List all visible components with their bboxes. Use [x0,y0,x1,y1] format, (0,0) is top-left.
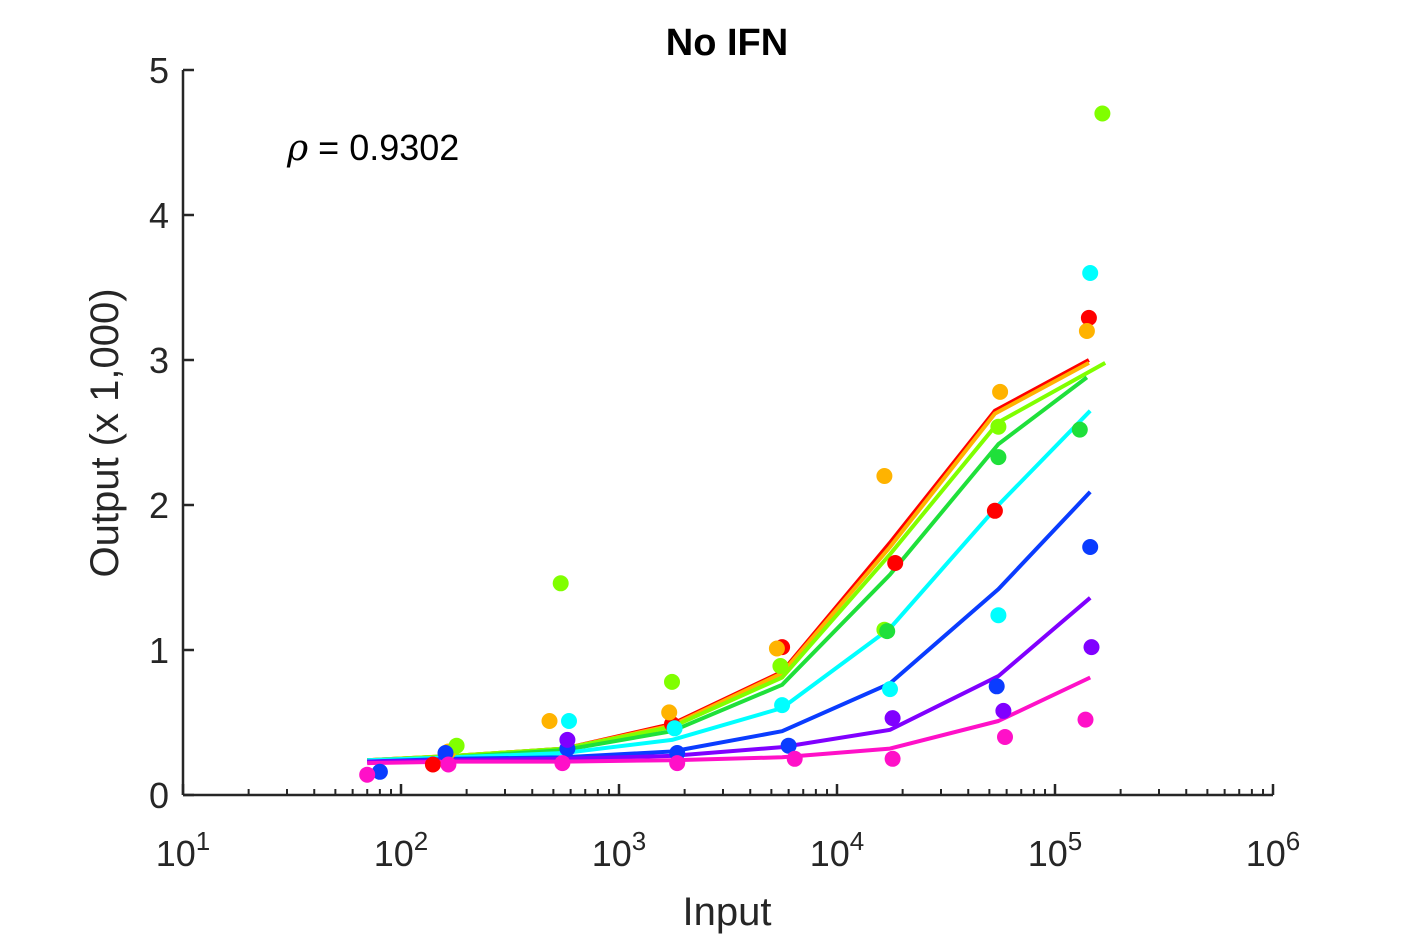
data-point-series-7 [559,731,576,748]
data-point-series-4 [1071,421,1088,438]
fit-line-series-7 [367,596,1092,764]
data-point-series-8 [786,750,803,767]
y-tick-label: 5 [149,50,169,91]
data-point-series-5 [882,681,898,698]
x-tick-label: 106 [1246,826,1301,874]
correlation-value: = 0.9302 [308,127,459,168]
data-point-series-6 [371,763,388,780]
data-point-series-2 [768,640,785,657]
data-point-series-2 [992,383,1009,400]
data-point-series-8 [669,755,686,772]
rho-symbol: ρ [286,128,308,169]
data-point-series-6 [1082,539,1099,555]
y-tick-label: 2 [149,485,169,526]
data-point-series-1 [1080,309,1097,326]
data-point-series-8 [884,750,901,767]
data-point-series-2 [1078,323,1095,339]
y-tick-label: 1 [149,630,169,671]
data-point-series-4 [990,449,1007,466]
data-point-series-2 [661,704,678,721]
y-tick-label: 0 [149,775,169,816]
y-tick-label: 4 [149,195,169,236]
data-point-series-4 [879,623,896,640]
x-tick-label: 101 [156,826,211,874]
data-point-series-3 [1094,105,1111,122]
data-point-series-1 [887,555,904,571]
x-axis-label: Input [683,890,772,934]
fit-line-series-8 [367,675,1092,766]
data-point-series-6 [988,678,1005,695]
data-point-series-5 [666,720,683,737]
data-point-series-7 [884,710,901,727]
data-point-series-8 [440,756,457,773]
data-point-series-5 [1082,265,1099,281]
chart-title: No IFN [666,22,788,64]
data-point-series-3 [664,673,680,690]
data-point-series-8 [554,755,571,772]
data-point-series-8 [359,766,376,783]
fit-line-series-6 [367,490,1092,764]
data-point-series-1 [986,502,1003,519]
data-point-series-2 [541,713,558,729]
data-point-series-8 [1077,711,1094,728]
data-point-series-8 [997,729,1013,745]
data-point-series-5 [990,607,1007,624]
x-tick-label: 102 [374,826,429,874]
data-point-series-3 [990,418,1007,435]
data-point-series-2 [876,468,893,484]
data-point-series-5 [774,697,791,714]
y-axis-label: Output (x 1,000) [83,288,127,577]
data-point-series-1 [424,756,441,773]
y-tick-label: 3 [149,340,169,381]
x-tick-label: 105 [1028,826,1083,874]
data-point-series-7 [1083,639,1100,656]
data-point-series-3 [772,658,789,674]
data-point-series-7 [995,702,1012,719]
data-point-series-3 [552,575,569,592]
x-tick-label: 103 [592,826,647,874]
correlation-annotation: ρ = 0.9302 [286,127,459,169]
plot-area: 0 1 2 3 4 5 101 102 103 104 105 106 [149,50,1300,874]
data-point-series-6 [780,737,797,754]
data-point-series-5 [561,713,577,729]
x-tick-label: 104 [810,826,865,874]
